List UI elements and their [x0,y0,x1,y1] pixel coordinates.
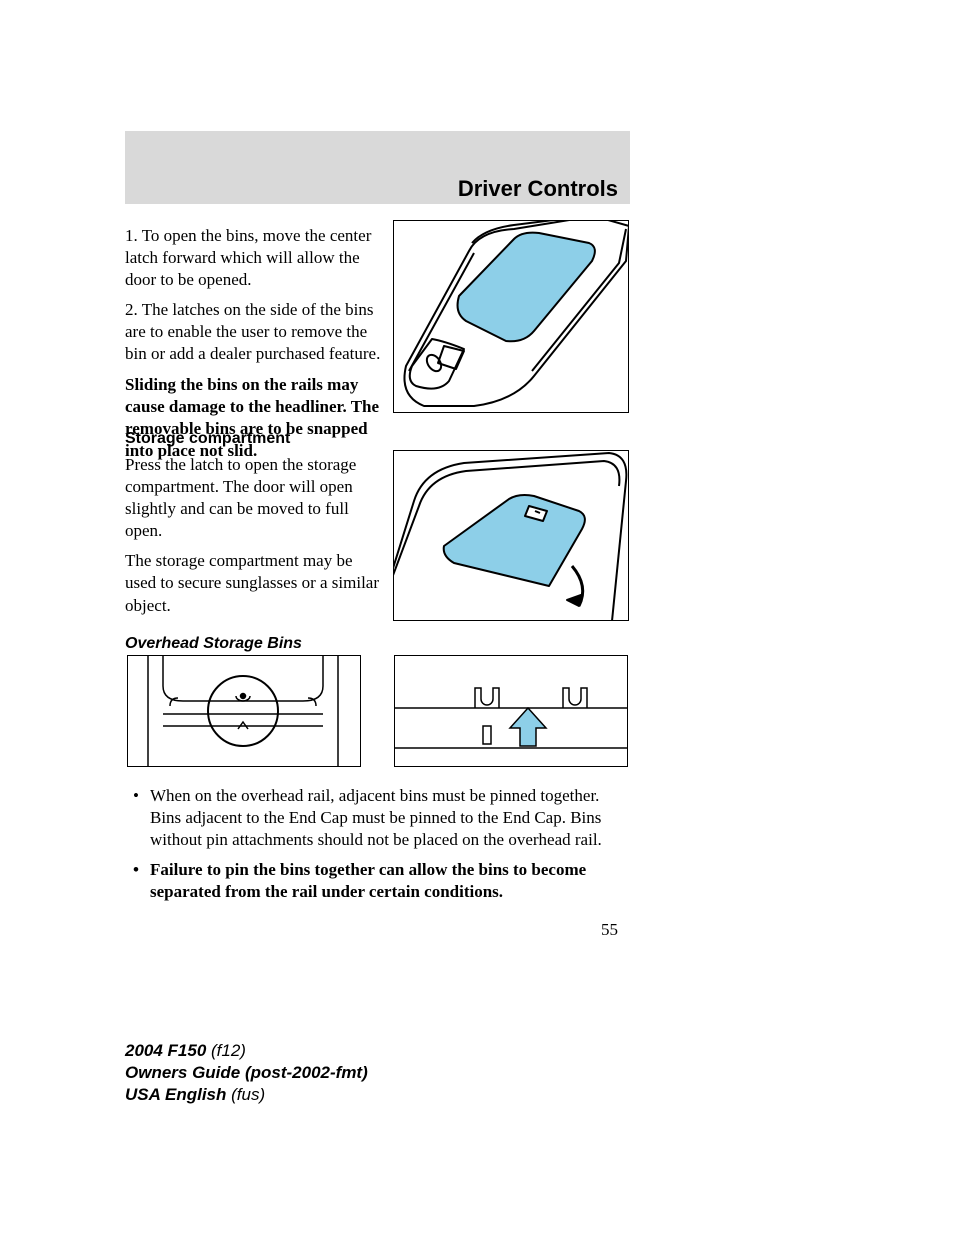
figure-bin-pin [394,655,628,767]
list-item: When on the overhead rail, adjacent bins… [125,785,627,851]
heading-storage: Storage compartment [125,430,381,448]
text-block-2: Storage compartment Press the latch to o… [125,430,381,625]
figure-console-perspective [393,220,629,413]
figure-storage-compartment [393,450,629,621]
section-title: Driver Controls [458,176,618,202]
heading-overhead-bins: Overhead Storage Bins [125,635,302,653]
bullet-list: When on the overhead rail, adjacent bins… [125,785,627,911]
paragraph: The storage compartment may be used to s… [125,550,381,616]
list-item-warning: Failure to pin the bins together can all… [125,859,627,903]
paragraph: 2. The latches on the side of the bins a… [125,299,381,365]
paragraph: Press the latch to open the storage comp… [125,454,381,542]
footer-block: 2004 F150 (f12) Owners Guide (post-2002-… [125,1040,368,1106]
page-number: 55 [601,920,618,940]
figure-bin-latch [127,655,361,767]
paragraph: 1. To open the bins, move the center lat… [125,225,381,291]
